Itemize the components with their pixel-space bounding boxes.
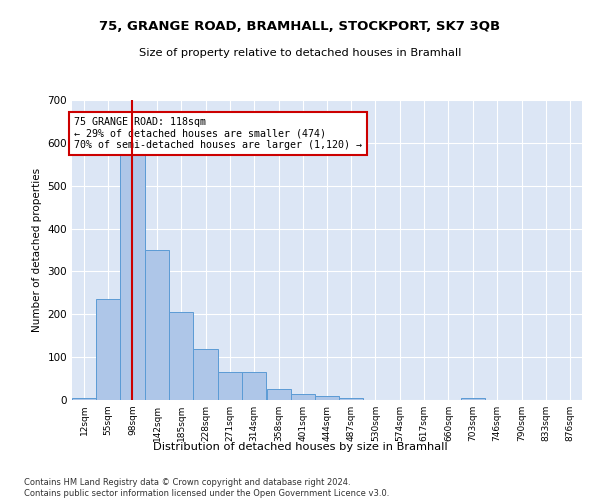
Text: Size of property relative to detached houses in Bramhall: Size of property relative to detached ho…	[139, 48, 461, 58]
Bar	[242, 372, 266, 400]
Text: 75 GRANGE ROAD: 118sqm
← 29% of detached houses are smaller (474)
70% of semi-de: 75 GRANGE ROAD: 118sqm ← 29% of detached…	[74, 117, 362, 150]
Bar	[339, 398, 363, 400]
Bar	[266, 390, 291, 400]
Bar	[461, 398, 485, 400]
Text: Distribution of detached houses by size in Bramhall: Distribution of detached houses by size …	[152, 442, 448, 452]
Bar	[169, 312, 193, 400]
Bar	[291, 394, 315, 400]
Bar	[145, 250, 169, 400]
Bar	[315, 396, 339, 400]
Bar	[193, 348, 218, 400]
Bar	[72, 398, 96, 400]
Bar	[121, 150, 145, 400]
Bar	[218, 372, 242, 400]
Y-axis label: Number of detached properties: Number of detached properties	[32, 168, 42, 332]
Text: 75, GRANGE ROAD, BRAMHALL, STOCKPORT, SK7 3QB: 75, GRANGE ROAD, BRAMHALL, STOCKPORT, SK…	[100, 20, 500, 33]
Bar	[96, 300, 121, 400]
Text: Contains HM Land Registry data © Crown copyright and database right 2024.
Contai: Contains HM Land Registry data © Crown c…	[24, 478, 389, 498]
